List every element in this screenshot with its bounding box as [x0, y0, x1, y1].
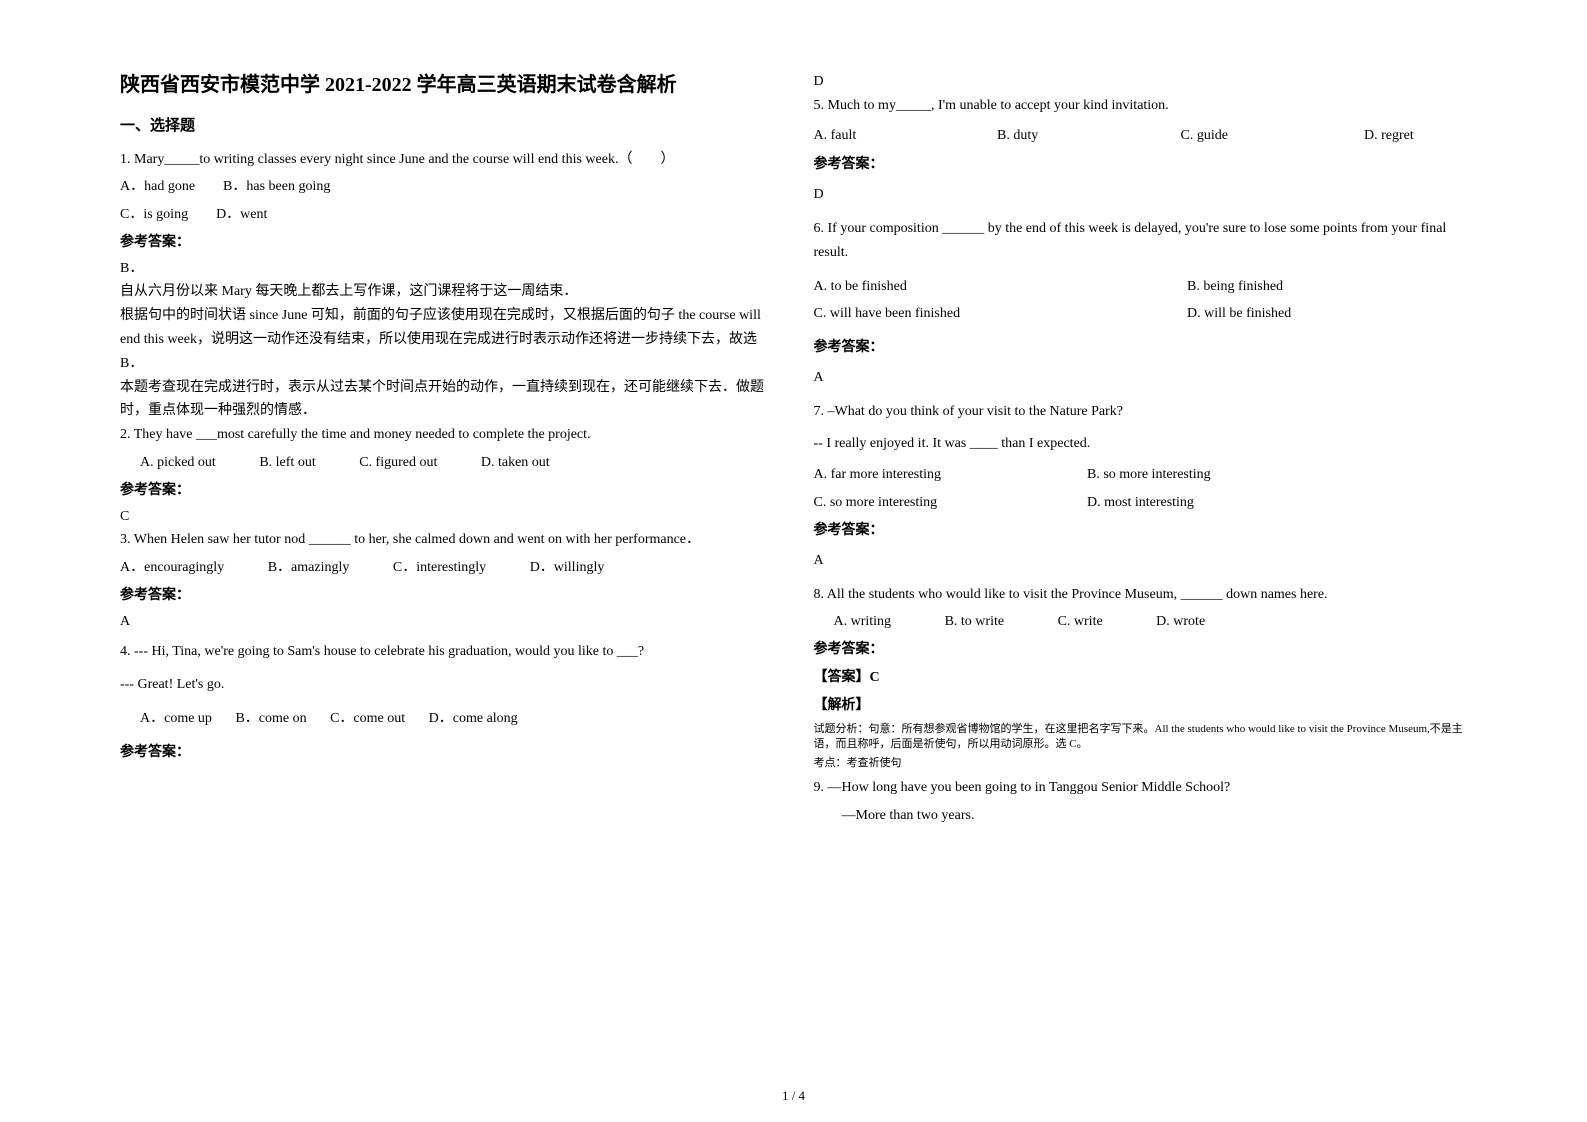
question-2-options: A. picked out B. left out C. figured out…: [120, 451, 774, 475]
answer-label: 参考答案：: [120, 584, 774, 608]
option-d: D. wrote: [1156, 610, 1205, 634]
page-number: 1 / 4: [0, 1088, 1587, 1104]
answer-label: 参考答案：: [120, 741, 774, 765]
question-7-line2: -- I really enjoyed it. It was ____ than…: [814, 432, 1468, 456]
option-b: B. duty: [997, 124, 1137, 148]
question-1-text: 1. Mary_____to writing classes every nig…: [120, 148, 774, 172]
question-1-options-row2: C．is going D．went: [120, 203, 774, 227]
answer-label: 参考答案：: [814, 638, 1468, 662]
question-3-options: A．encouragingly B．amazingly C．interestin…: [120, 556, 774, 580]
question-1-options-row1: A．had gone B．has been going: [120, 175, 774, 199]
option-b: B. so more interesting: [1087, 463, 1211, 487]
option-b: B. being finished: [1187, 275, 1283, 299]
question-6-options-row1: A. to be finished B. being finished: [814, 275, 1468, 299]
option-c: C. figured out: [359, 451, 437, 475]
answer-label: 参考答案：: [120, 479, 774, 503]
option-c: C. write: [1058, 610, 1103, 634]
explanation-label: 【解析】: [814, 694, 1468, 718]
option-b: B．come on: [235, 707, 306, 731]
question-8-explanation-1: 试题分析：句意：所有想参观省博物馆的学生，在这里把名字写下来。All the s…: [814, 722, 1468, 753]
question-5-answer: D: [814, 183, 1468, 207]
left-column: 陕西省西安市模范中学 2021-2022 学年高三英语期末试卷含解析 一、选择题…: [100, 70, 794, 1080]
exam-title: 陕西省西安市模范中学 2021-2022 学年高三英语期末试卷含解析: [120, 70, 774, 100]
option-b: B. to write: [945, 610, 1005, 634]
right-column: D 5. Much to my_____, I'm unable to acce…: [794, 70, 1488, 1080]
answer-label: 参考答案：: [120, 231, 774, 255]
option-d: D．willingly: [530, 556, 605, 580]
option-d: D. taken out: [481, 451, 550, 475]
question-8-options: A. writing B. to write C. write D. wrote: [814, 610, 1468, 634]
option-a: A．come up: [140, 707, 212, 731]
question-3-text: 3. When Helen saw her tutor nod ______ t…: [120, 528, 774, 552]
section-heading-choice: 一、选择题: [120, 114, 774, 140]
question-2-text: 2. They have ___most carefully the time …: [120, 423, 774, 447]
option-c: C. so more interesting: [814, 491, 1044, 515]
option-d: D．come along: [429, 707, 518, 731]
question-9-text: 9. —How long have you been going to in T…: [814, 776, 1468, 800]
option-c: C．interestingly: [393, 556, 486, 580]
option-a: A. fault: [814, 124, 954, 148]
question-6-options-row2: C. will have been finished D. will be fi…: [814, 302, 1468, 326]
question-8-answer-box: 【答案】C: [814, 666, 1468, 690]
question-7-answer: A: [814, 549, 1468, 573]
question-7-text: 7. –What do you think of your visit to t…: [814, 400, 1468, 424]
question-6-text: 6. If your composition ______ by the end…: [814, 217, 1468, 265]
question-1-explanation-1: 自从六月份以来 Mary 每天晚上都去上写作课，这门课程将于这一周结束．: [120, 280, 774, 304]
question-3-answer: A: [120, 610, 774, 634]
question-1-explanation-3: 本题考查现在完成进行时，表示从过去某个时间点开始的动作，一直持续到现在，还可能继…: [120, 376, 774, 424]
question-4-answer: D: [814, 70, 1468, 94]
question-9-line2: —More than two years.: [814, 804, 1468, 828]
question-6-answer: A: [814, 366, 1468, 390]
question-8-text: 8. All the students who would like to vi…: [814, 583, 1468, 607]
option-d: D. regret: [1364, 124, 1414, 148]
question-1-explanation-2: 根据句中的时间状语 since June 可知，前面的句子应该使用现在完成时，又…: [120, 304, 774, 375]
option-d: D. will be finished: [1187, 302, 1291, 326]
option-b: B. left out: [259, 451, 315, 475]
question-5-options: A. fault B. duty C. guide D. regret: [814, 124, 1468, 148]
question-4-options: A．come up B．come on C．come out D．come al…: [120, 707, 774, 731]
option-a: A. writing: [834, 610, 892, 634]
option-a: A. to be finished: [814, 275, 1144, 299]
answer-label: 参考答案：: [814, 336, 1468, 360]
exam-page: 陕西省西安市模范中学 2021-2022 学年高三英语期末试卷含解析 一、选择题…: [0, 0, 1587, 1100]
question-8-explanation-2: 考点：考查祈使句: [814, 756, 1468, 771]
question-2-answer: C: [120, 505, 774, 529]
question-7-options-row1: A. far more interesting B. so more inter…: [814, 463, 1468, 487]
option-c: C. guide: [1181, 124, 1321, 148]
option-a: A．encouragingly: [120, 556, 224, 580]
option-c: C. will have been finished: [814, 302, 1144, 326]
question-4-line2: --- Great! Let's go.: [120, 673, 774, 697]
question-1-answer: B．: [120, 257, 774, 281]
answer-label: 参考答案：: [814, 153, 1468, 177]
question-7-options-row2: C. so more interesting D. most interesti…: [814, 491, 1468, 515]
option-a: A. picked out: [120, 451, 216, 475]
option-d: D. most interesting: [1087, 491, 1194, 515]
option-b: B．amazingly: [268, 556, 350, 580]
option-a: A. far more interesting: [814, 463, 1044, 487]
question-4-text: 4. --- Hi, Tina, we're going to Sam's ho…: [120, 640, 774, 664]
question-5-text: 5. Much to my_____, I'm unable to accept…: [814, 94, 1468, 118]
answer-label: 参考答案：: [814, 519, 1468, 543]
option-c: C．come out: [330, 707, 405, 731]
